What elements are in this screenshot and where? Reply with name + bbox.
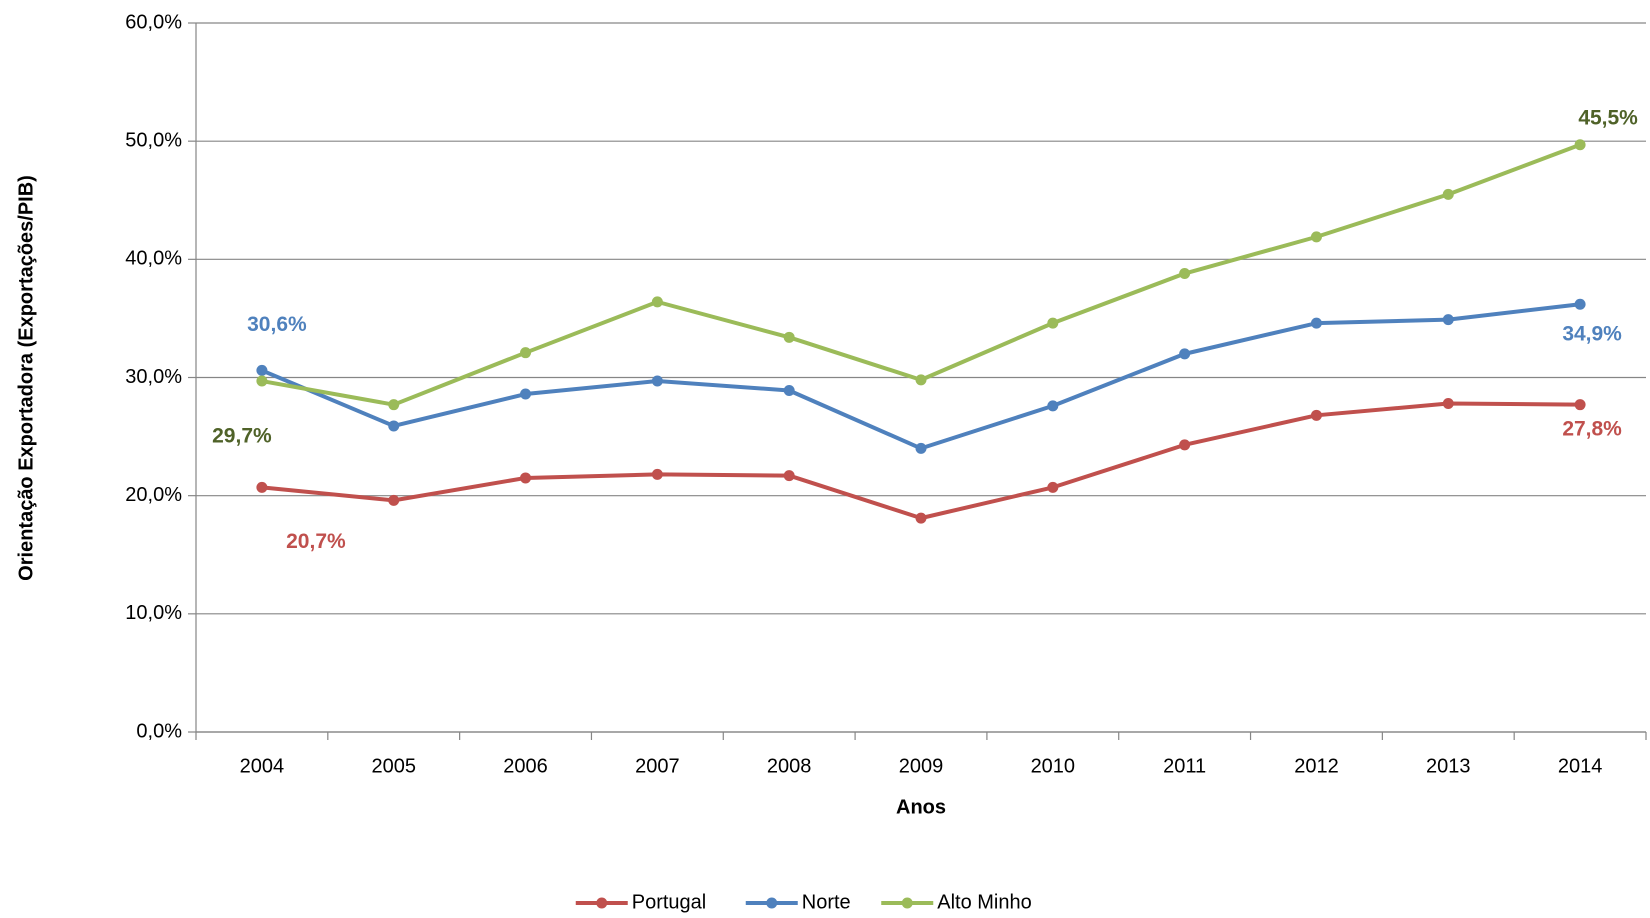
data-point bbox=[256, 375, 268, 387]
series-line bbox=[261, 142, 1581, 407]
y-tick-label: 0,0% bbox=[136, 720, 182, 742]
data-point bbox=[1574, 399, 1586, 411]
data-point bbox=[1442, 397, 1454, 409]
y-tick-label: 40,0% bbox=[125, 248, 182, 270]
y-tick-label: 50,0% bbox=[125, 129, 182, 151]
legend-marker bbox=[901, 897, 913, 909]
x-tick-label: 2005 bbox=[371, 755, 416, 777]
data-point bbox=[1179, 268, 1191, 280]
y-tick-label: 30,0% bbox=[125, 366, 182, 388]
data-point bbox=[783, 384, 795, 396]
data-point bbox=[1310, 231, 1322, 243]
x-tick-label: 2013 bbox=[1426, 755, 1471, 777]
data-point bbox=[915, 442, 927, 454]
data-point bbox=[915, 512, 927, 524]
data-label: 29,7% bbox=[212, 425, 272, 448]
data-point bbox=[1310, 317, 1322, 329]
data-point bbox=[915, 374, 927, 386]
legend-label: Alto Minho bbox=[937, 891, 1032, 913]
data-point bbox=[1442, 314, 1454, 326]
x-tick-label: 2011 bbox=[1163, 755, 1206, 777]
data-point bbox=[651, 296, 663, 308]
x-tick-label: 2008 bbox=[767, 755, 812, 777]
legend-label: Norte bbox=[802, 891, 851, 913]
data-point bbox=[1047, 481, 1059, 493]
data-label: 45,5% bbox=[1578, 107, 1638, 130]
data-point bbox=[783, 470, 795, 482]
data-point bbox=[520, 472, 532, 484]
x-tick-label: 2007 bbox=[635, 755, 680, 777]
data-point bbox=[1442, 188, 1454, 200]
x-tick-label: 2004 bbox=[240, 755, 285, 777]
legend-label: Portugal bbox=[632, 891, 707, 913]
data-label: 20,7% bbox=[286, 530, 346, 553]
data-label: 34,9% bbox=[1562, 323, 1622, 346]
data-label: 27,8% bbox=[1562, 418, 1622, 441]
data-point bbox=[1574, 298, 1586, 310]
data-point bbox=[1179, 348, 1191, 360]
data-label: 30,6% bbox=[247, 313, 307, 336]
data-point bbox=[388, 494, 400, 506]
data-point bbox=[1047, 317, 1059, 329]
x-tick-label: 2006 bbox=[503, 755, 548, 777]
x-tick-label: 2009 bbox=[899, 755, 944, 777]
x-tick-label: 2010 bbox=[1031, 755, 1076, 777]
data-point bbox=[520, 388, 532, 400]
data-point bbox=[388, 420, 400, 432]
y-axis-title: Orientação Exportadora (Exportações/PIB) bbox=[15, 175, 37, 581]
data-point bbox=[256, 364, 268, 376]
data-point bbox=[256, 481, 268, 493]
legend-marker bbox=[766, 897, 778, 909]
data-point bbox=[651, 468, 663, 480]
series-line bbox=[261, 401, 1581, 521]
y-tick-label: 10,0% bbox=[125, 602, 182, 624]
data-point bbox=[1047, 400, 1059, 412]
data-point bbox=[388, 399, 400, 411]
y-tick-label: 20,0% bbox=[125, 484, 182, 506]
x-axis-title: Anos bbox=[896, 796, 946, 818]
legend-marker bbox=[596, 897, 608, 909]
y-tick-label: 60,0% bbox=[125, 11, 182, 33]
data-point bbox=[651, 375, 663, 387]
x-tick-label: 2012 bbox=[1294, 755, 1339, 777]
data-point bbox=[1310, 409, 1322, 421]
x-tick-label: 2014 bbox=[1558, 755, 1603, 777]
data-point bbox=[520, 347, 532, 359]
data-point bbox=[1179, 439, 1191, 451]
data-point bbox=[1574, 139, 1586, 151]
data-point bbox=[783, 331, 795, 343]
